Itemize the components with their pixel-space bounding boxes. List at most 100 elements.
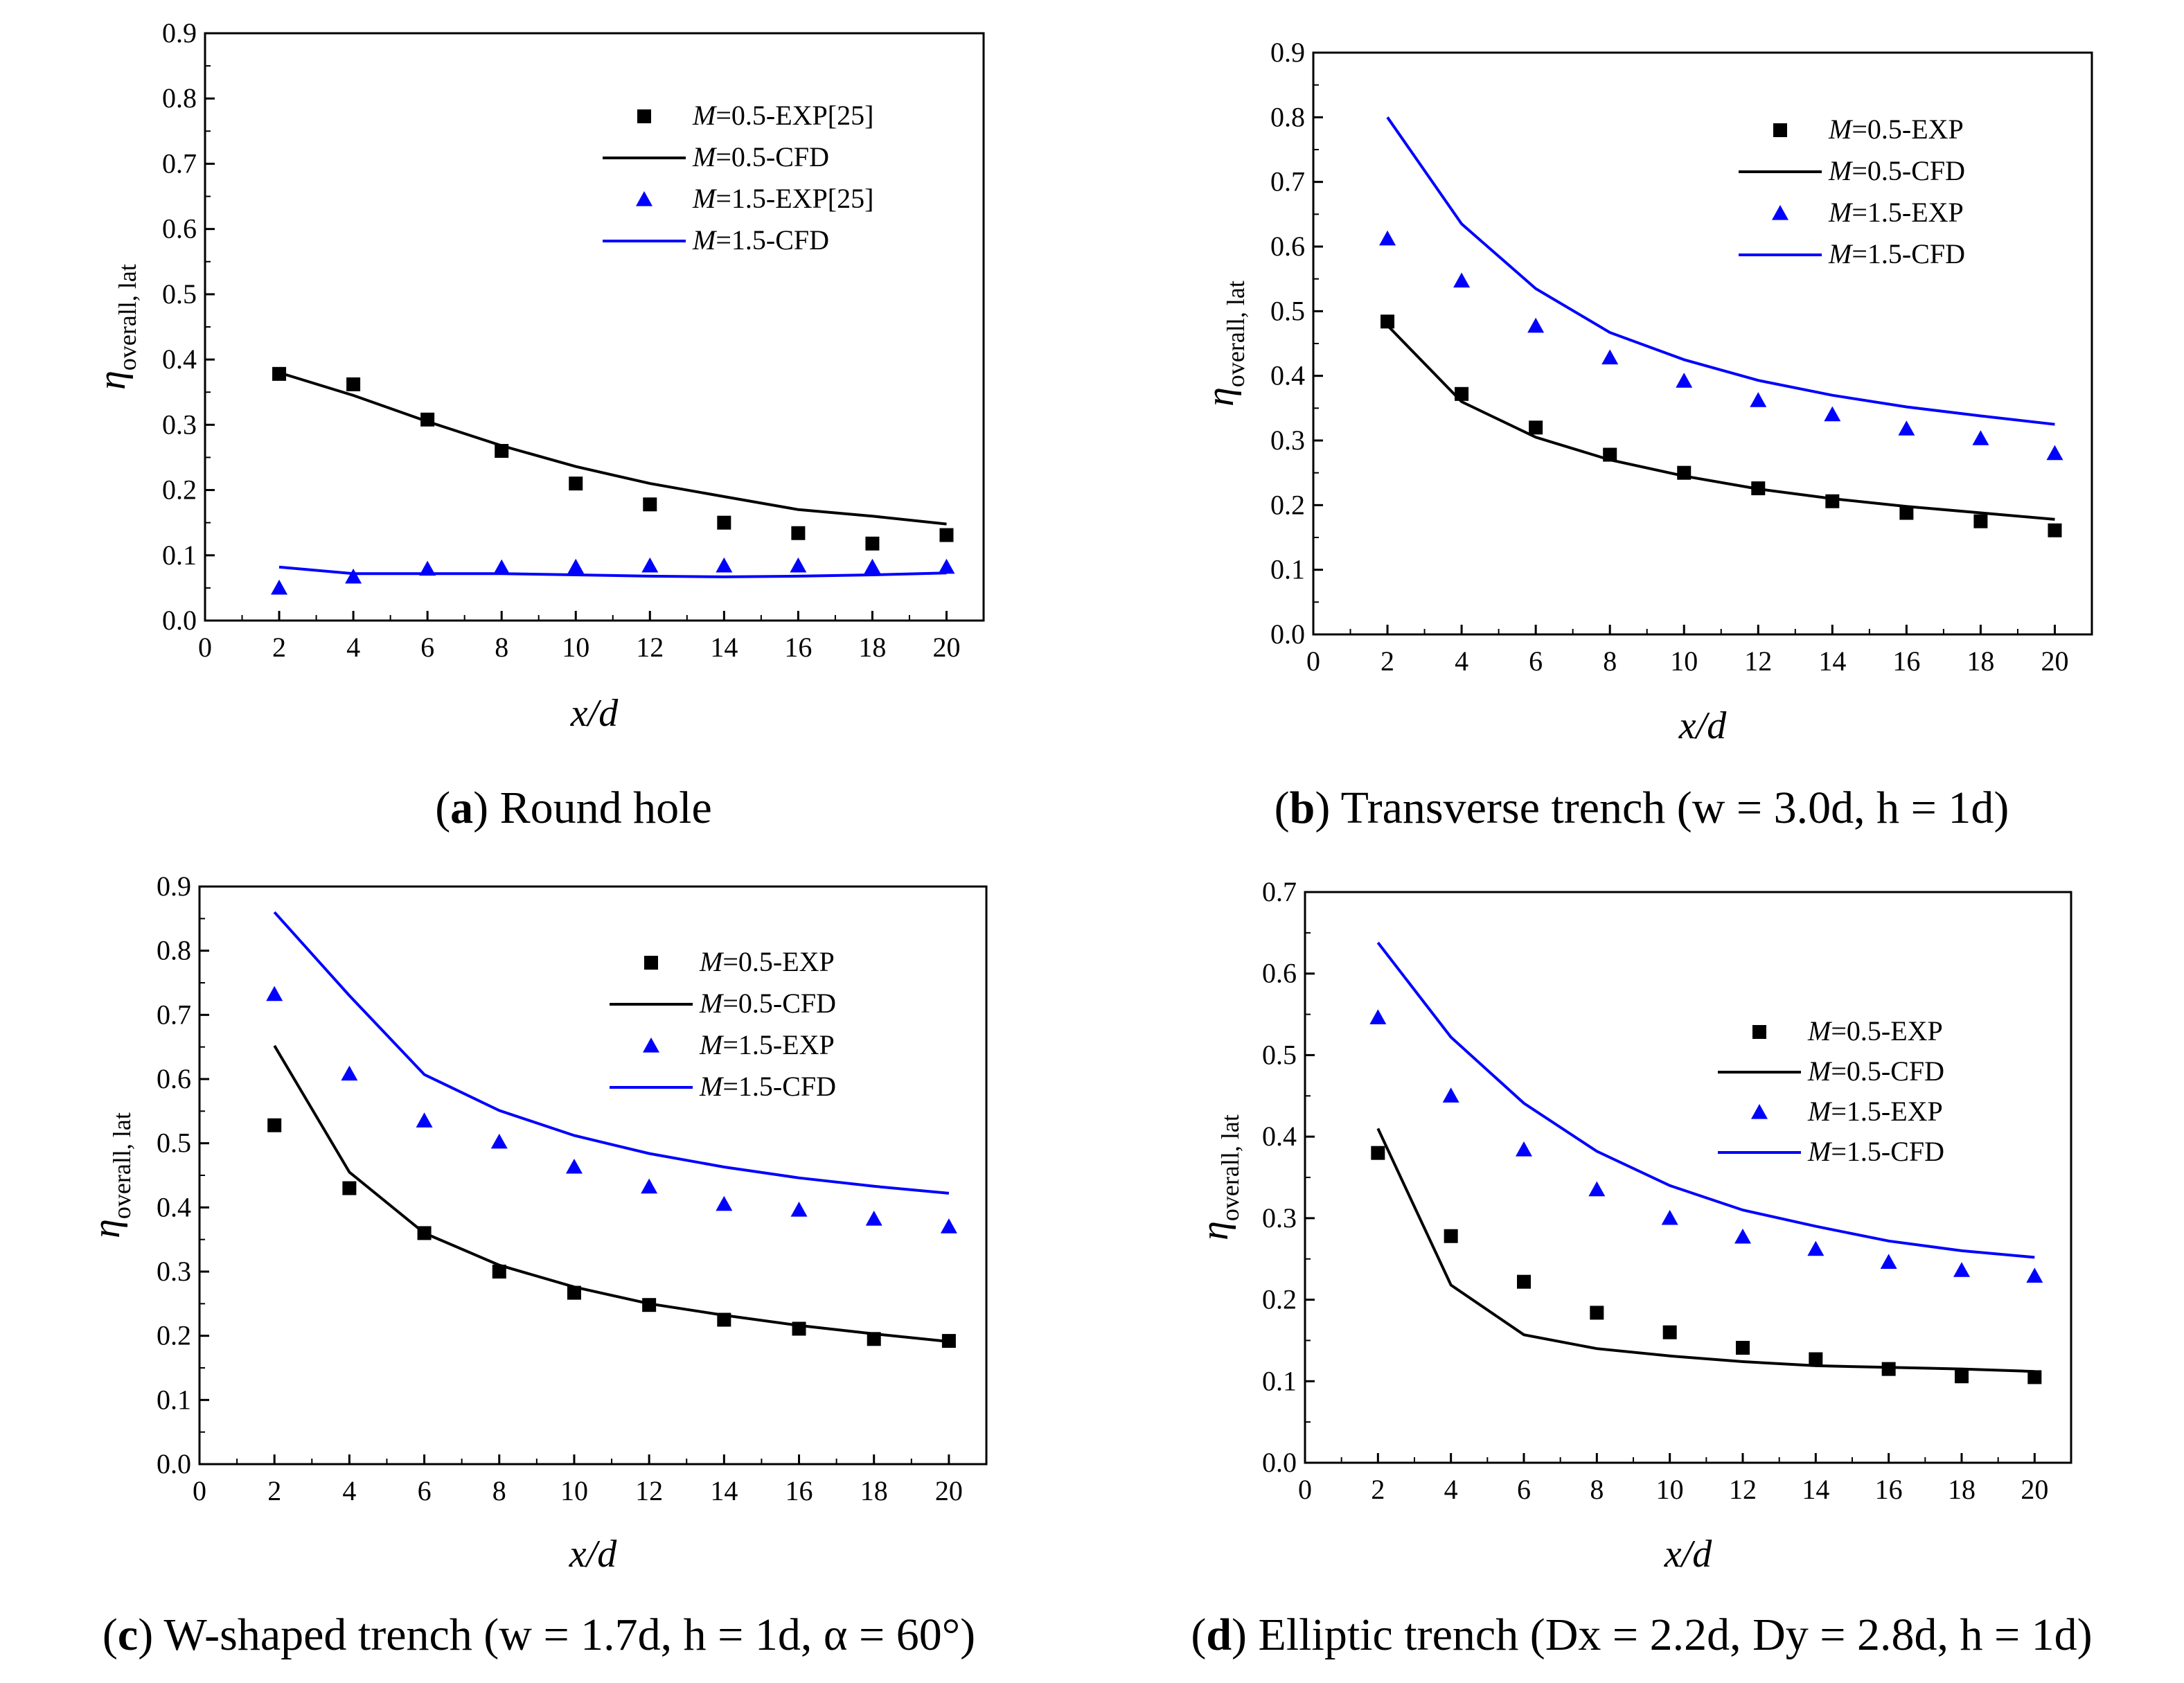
panel-c-plot-frame (198, 885, 988, 1466)
panel-a-y-tick-label: 0.4 (162, 344, 197, 375)
panel-b-series-0-point (1380, 314, 1395, 329)
panel-c-legend-entry-0-label-italic: M (699, 946, 725, 977)
panel-d-series-0-point (1517, 1274, 1531, 1289)
panel-b-series-1-line (1386, 324, 2055, 521)
panel-c-x-tick-label: 10 (560, 1475, 588, 1506)
panel-a-x-tick-label: 0 (198, 632, 212, 663)
panel-a-x-tick-label: 12 (636, 632, 664, 663)
panel-b-legend-entry-1-label: M=0.5-CFD (1828, 155, 1965, 186)
panel-a-series-0-point (346, 377, 361, 391)
panel-c-x-tick-label: 20 (935, 1475, 963, 1506)
panel-a-series-0-point (939, 528, 954, 542)
panel-a-legend-entry-2-swatch (636, 191, 652, 206)
panel-a-x-tick-label: 18 (858, 632, 886, 663)
panel-b-series-3-line (1386, 116, 2055, 426)
panel-b-x-tick-label: 4 (1455, 645, 1468, 677)
panel-d-series (1369, 941, 2043, 1384)
panel-b-legend-entry-1-label-rest: =0.5-CFD (1852, 155, 1965, 186)
panel-c-legend-entry-3-label: M=1.5-CFD (699, 1071, 836, 1102)
panel-b-legend-entry-3-label-italic: M (1828, 238, 1854, 269)
panel-b-y-tick-label: 0.8 (1270, 101, 1305, 132)
panel-a-series-2-point (938, 558, 955, 574)
panel-c-y-tick-label: 0.6 (157, 1063, 191, 1094)
panel-c-y-axis-symbol: η (85, 1219, 128, 1238)
panel-b-y-tick-label: 0.0 (1270, 618, 1305, 650)
panel-d-y-tick-label: 0.3 (1262, 1202, 1297, 1234)
panel-b-series-2-point (1750, 392, 1767, 407)
panel-d-series-0-point (1662, 1325, 1677, 1339)
panel-c-series-2-point (790, 1202, 808, 1217)
panel-a-series-2-point (493, 559, 511, 575)
panel-d-series-2-point (1807, 1240, 1825, 1256)
panel-d-legend-entry-2-label-italic: M (1807, 1096, 1833, 1127)
panel-c-x-axis-label: x/d (569, 1533, 617, 1576)
panel-a-y-tick-label: 0.2 (162, 474, 197, 506)
panel-b-y-axis-symbol: η (1199, 387, 1242, 407)
panel-b-legend-entry-0-label-italic: M (1828, 114, 1854, 145)
panel-d-x-tick-label: 12 (1729, 1474, 1757, 1505)
panel-b-y-tick-label: 0.1 (1270, 554, 1305, 585)
panel-c-y-tick-label: 0.4 (157, 1191, 191, 1222)
panel-c-y-tick-label: 0.9 (157, 871, 191, 902)
panel-b-x-tick-label: 14 (1818, 645, 1846, 677)
panel-d-legend-entry-1-label-italic: M (1807, 1056, 1833, 1087)
panel-d-series-0-point (1371, 1146, 1385, 1160)
panel-b-y-tick-label: 0.2 (1270, 489, 1305, 520)
panel-b-series-2-point (1898, 420, 1915, 436)
panel-b-series (1379, 116, 2063, 537)
panel-c-legend-entry-1-label: M=0.5-CFD (699, 988, 836, 1019)
panel-a-series-2-point (790, 557, 807, 573)
panel-c-y-axis-subscript: overall, lat (108, 1112, 136, 1219)
panel-b-x-tick-label: 12 (1744, 645, 1772, 677)
panel-c-series-0-point (342, 1181, 357, 1195)
panel-a-legend-entry-0-swatch (637, 109, 651, 123)
panel-b-series-0-point (1973, 514, 1988, 528)
panel-b-x-ticks: 0 2 4 6 8 10 12 14 16 18 20 (1306, 625, 2093, 677)
panel-a-series-0-point (717, 515, 731, 530)
panel-b-legend-entry-2-label-rest: =1.5-EXP (1852, 197, 1963, 228)
panel-d-caption-text: Elliptic trench (Dx = 2.2d, Dy = 2.8d, h… (1259, 1610, 2093, 1660)
panel-b-y-tick-label: 0.6 (1270, 231, 1305, 262)
panel-a-legend-entry-2-label-rest: =1.5-EXP[25] (716, 183, 873, 214)
panel-a-y-ticks: 0.0 0.1 0.2 0.3 0.4 0.5 0.6 0.7 0.8 0.9 (162, 17, 215, 636)
panel-a-x-tick-label: 6 (420, 632, 434, 663)
panel-c-x-tick-label: 4 (342, 1475, 356, 1506)
panel-d-legend-entry-0-label: M=0.5-EXP (1807, 1015, 1943, 1047)
panel-a-series-1-line (278, 371, 947, 526)
panel-d-y-ticks: 0.0 0.1 0.2 0.3 0.4 0.5 0.6 0.7 (1262, 876, 1315, 1478)
panel-a-x-axis-label: x/d (570, 692, 619, 735)
panel-a-y-axis-label: ηoverall, lat (91, 264, 141, 390)
panel-c-legend-entry-0-swatch (644, 956, 658, 970)
panel-a-y-tick-label: 0.6 (162, 213, 197, 244)
panel-c-x-tick-label: 14 (710, 1475, 738, 1506)
panel-d-y-tick-label: 0.1 (1262, 1365, 1297, 1396)
panel-c-x-tick-label: 12 (635, 1475, 663, 1506)
panel-b-series-0-point (2048, 523, 2062, 537)
panel-b-series-2-point (1601, 349, 1619, 365)
panel-c-x-tick-label: 0 (193, 1475, 206, 1506)
panel-d-legend-entry-3-label: M=1.5-CFD (1807, 1136, 1944, 1167)
panel-d-y-axis-label: ηoverall, lat (1193, 1114, 1244, 1240)
panel-a-caption-letter: a (450, 783, 473, 833)
panel-a-y-tick-label: 0.0 (162, 605, 197, 636)
panel-b-x-tick-label: 6 (1529, 645, 1543, 677)
panel-a-series-0-point (643, 497, 657, 512)
panel-d-x-tick-label: 2 (1371, 1474, 1385, 1505)
panel-b-caption: (b) Transverse trench (w = 3.0d, h = 1d) (1275, 783, 2009, 833)
panel-c-legend-entry-1-label-italic: M (699, 988, 725, 1019)
panel-b-y-ticks: 0.0 0.1 0.2 0.3 0.4 0.5 0.6 0.7 0.8 0.9 (1270, 37, 1323, 650)
panel-c-series-2-point (266, 986, 283, 1001)
panel-d-caption: (d) Elliptic trench (Dx = 2.2d, Dy = 2.8… (1191, 1610, 2092, 1660)
panel-d-x-tick-label: 8 (1590, 1474, 1604, 1505)
panel-a-series-2-point (716, 557, 733, 573)
panel-b-y-axis-subscript: overall, lat (1222, 280, 1250, 387)
panel-b-legend-entry-2-swatch (1772, 205, 1788, 220)
panel-a-x-tick-label: 4 (346, 632, 360, 663)
panel-c-series-2-point (641, 1178, 658, 1194)
panel-b-legend-entry-3-label: M=1.5-CFD (1828, 238, 1965, 269)
panel-a-series-2-point (419, 560, 436, 576)
panel-a-y-axis-symbol: η (91, 371, 134, 390)
panel-d-x-tick-label: 18 (1948, 1474, 1976, 1505)
panel-a-legend-entry-0-label-rest: =0.5-EXP[25] (716, 100, 873, 131)
